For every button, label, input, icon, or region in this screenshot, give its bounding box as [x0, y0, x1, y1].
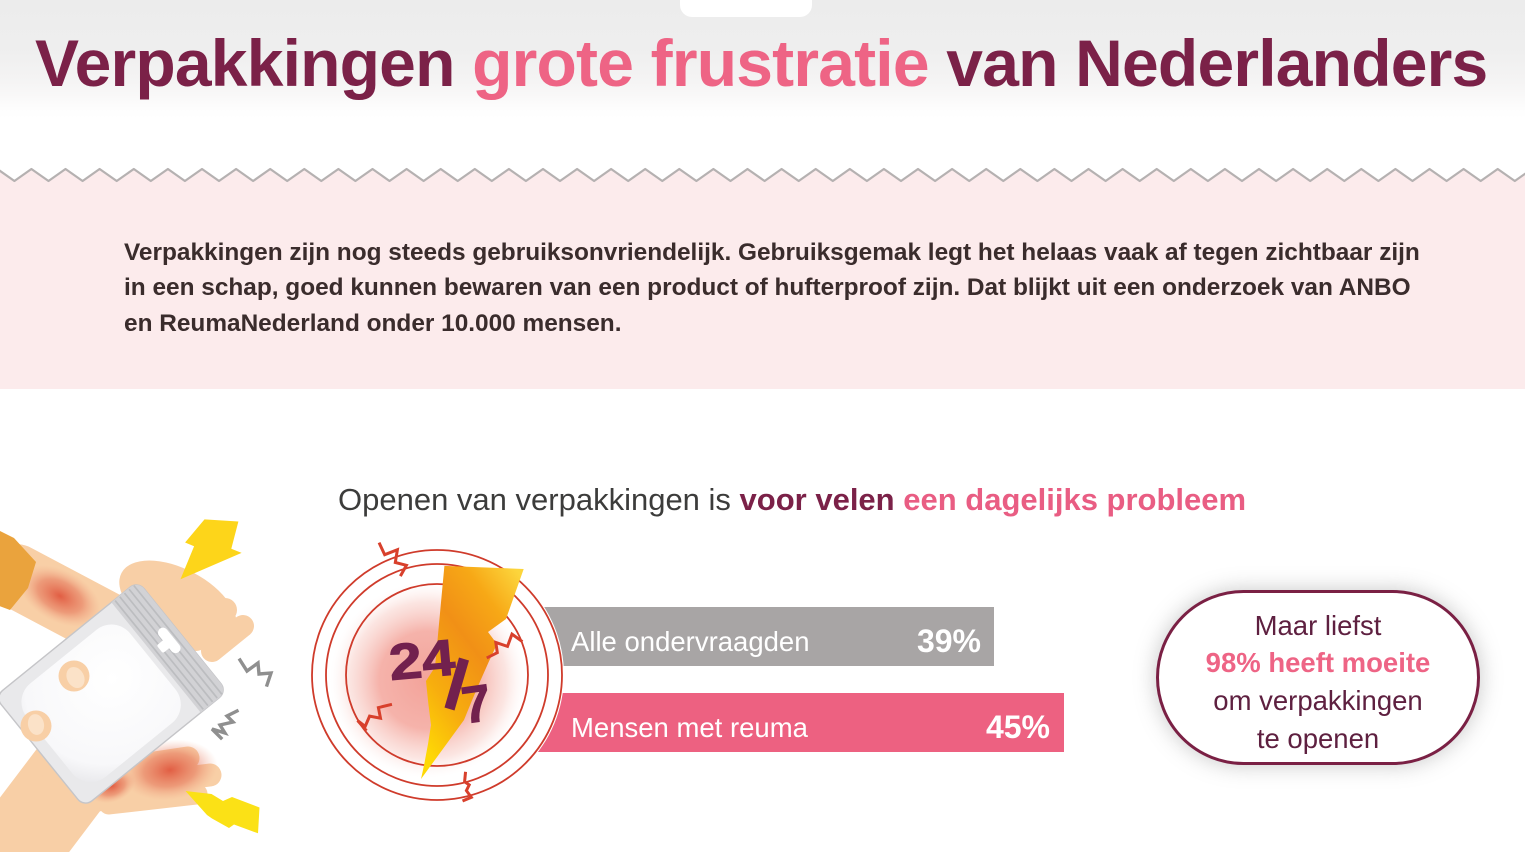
svg-text:24: 24 — [387, 628, 458, 691]
